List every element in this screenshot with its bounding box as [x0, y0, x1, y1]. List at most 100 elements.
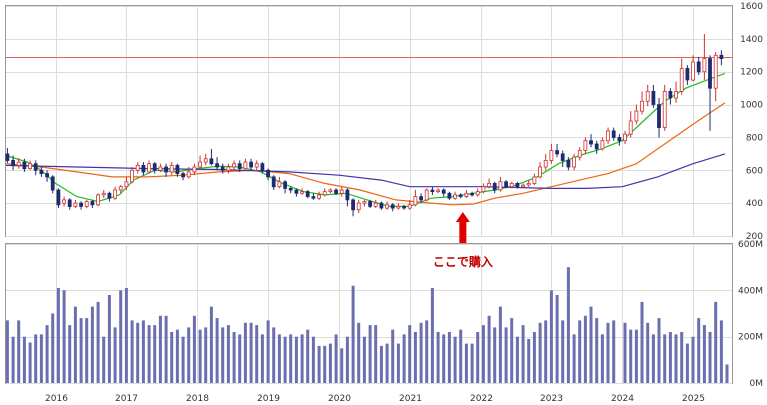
candle-body [203, 158, 208, 163]
candle-body [685, 68, 690, 81]
candle-body [164, 166, 169, 173]
candle-body [124, 181, 129, 188]
volume-bar [277, 334, 281, 383]
candle-body [158, 166, 163, 171]
volume-bar [674, 334, 678, 383]
price-y-tick-label: 600 [746, 166, 763, 176]
candle-body [113, 189, 117, 199]
candle-body [634, 110, 639, 122]
candle-body [356, 202, 361, 211]
candle-body [317, 194, 322, 199]
volume-bar [719, 320, 723, 383]
price-y-tick-label: 800 [746, 133, 763, 143]
x-tick-label: 2019 [257, 394, 280, 404]
candle-body [198, 161, 203, 168]
volume-bar [323, 345, 327, 383]
volume-bar [119, 290, 123, 383]
volume-bar [527, 339, 531, 383]
candle-body [566, 159, 571, 168]
candle-body [11, 159, 16, 166]
volume-bar [266, 320, 270, 383]
volume-bar [385, 343, 389, 383]
candle-body [45, 173, 49, 178]
volume-bar [374, 325, 378, 383]
volume-bar [402, 334, 406, 383]
volume-bar [45, 325, 49, 383]
volume-bar [73, 306, 77, 383]
candle-body [532, 176, 537, 184]
purchase-annotation: ここで購入 [433, 212, 493, 269]
volume-bar [391, 329, 395, 383]
x-tick-label: 2017 [115, 394, 138, 404]
candle-body [549, 150, 554, 161]
candle-body [254, 163, 259, 168]
candle-body [215, 163, 220, 168]
volume-bar [379, 345, 383, 383]
candle-body [492, 182, 497, 191]
volume-bar [198, 329, 202, 383]
candle-body [362, 201, 367, 204]
x-axis-year-labels: 2016 2017 2018 2019 2020 2021 2022 2023 2024 2025 [45, 394, 705, 404]
candle-body [696, 61, 701, 73]
candlestick-series [5, 33, 724, 217]
candle-body [385, 204, 390, 209]
candle-body [135, 164, 140, 171]
candle-body [475, 191, 480, 196]
volume-y-tick-label: 200M [738, 333, 763, 343]
volume-bar [232, 332, 236, 383]
candle-body [186, 171, 191, 178]
price-y-axis-labels: 200 400 600 800 1000 1200 1400 1600 [740, 2, 763, 242]
price-y-tick-label: 200 [746, 232, 763, 242]
volume-bar [85, 318, 89, 383]
candle-body [583, 140, 588, 151]
volume-bar [141, 320, 145, 383]
volume-bar [306, 329, 310, 383]
candle-body [407, 204, 412, 209]
x-tick-label: 2020 [328, 394, 351, 404]
volume-bar [504, 327, 508, 383]
volume-bar [317, 345, 321, 383]
volume-bar [34, 334, 38, 383]
volume-bar [702, 325, 706, 383]
candle-body [283, 181, 288, 189]
volume-bar [685, 343, 689, 383]
volume-bar [668, 332, 672, 383]
volume-bar [311, 336, 315, 383]
candle-body [617, 136, 622, 142]
price-y-tick-label: 1200 [740, 68, 763, 78]
candle-body [28, 163, 33, 169]
candle-body [101, 192, 106, 196]
volume-bar [79, 318, 83, 383]
volume-bar [459, 329, 463, 383]
candle-body [424, 189, 429, 201]
candle-body [288, 187, 293, 191]
volume-bar [453, 336, 457, 383]
volume-bar [170, 332, 174, 383]
volume-bar [708, 332, 712, 383]
volume-bar [538, 322, 542, 383]
volume-bar [300, 334, 304, 383]
candle-body [322, 191, 327, 196]
candle-body [220, 166, 225, 171]
volume-bar [226, 325, 230, 383]
volume-bar [515, 336, 519, 383]
volume-bar [493, 327, 497, 383]
volume-bar [39, 334, 43, 383]
candle-body [470, 192, 475, 196]
candle-body [719, 54, 724, 59]
candle-body [526, 182, 531, 186]
volume-bars [5, 267, 729, 384]
volume-bar [130, 320, 134, 383]
candle-body [430, 189, 435, 193]
candle-body [181, 173, 186, 178]
volume-bar [345, 336, 349, 383]
candle-body [169, 164, 174, 173]
candle-body [708, 58, 712, 89]
volume-bar [578, 320, 582, 383]
volume-bar [102, 336, 106, 383]
candle-body [56, 189, 61, 206]
volume-bar [629, 329, 633, 383]
candle-body [328, 189, 333, 193]
volume-bar [334, 334, 338, 383]
candle-body [390, 204, 395, 209]
